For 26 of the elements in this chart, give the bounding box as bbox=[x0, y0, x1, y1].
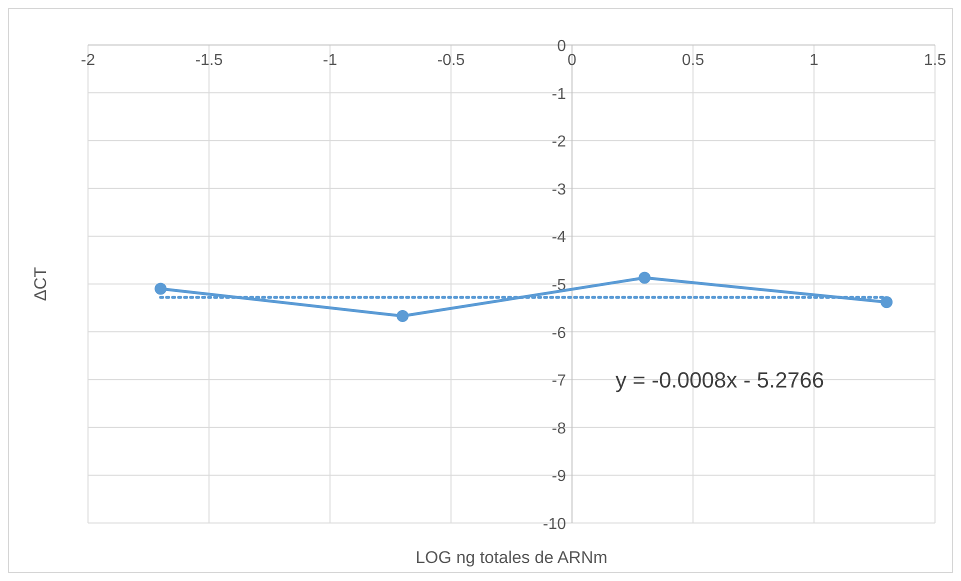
y-tick-label: -1 bbox=[552, 86, 566, 103]
x-tick-label: 0.5 bbox=[682, 52, 704, 69]
y-tick-label: -4 bbox=[552, 229, 566, 246]
x-tick-label: 1 bbox=[810, 52, 819, 69]
annotation: y = -0.0008x - 5.2766 bbox=[616, 368, 824, 393]
point bbox=[880, 296, 893, 308]
point bbox=[638, 272, 651, 284]
x-tick-label: -0.5 bbox=[437, 52, 465, 69]
y-tick-label: -8 bbox=[552, 420, 566, 438]
y-tick-label: -5 bbox=[552, 277, 566, 294]
y-tick-label: 0 bbox=[557, 38, 566, 55]
y-tick-label: -7 bbox=[552, 372, 566, 390]
y-tick-label: -3 bbox=[552, 181, 566, 198]
x-tick-label: 0 bbox=[568, 52, 577, 69]
y-tick-label: -9 bbox=[552, 468, 566, 486]
x-tick-label: 1.5 bbox=[924, 52, 946, 69]
x-tick-label: -2 bbox=[80, 52, 96, 69]
y-tick-label: -6 bbox=[552, 324, 566, 342]
x-tick-label: -1.5 bbox=[195, 52, 223, 69]
y-axis-title: ΔCT bbox=[31, 266, 50, 302]
point bbox=[154, 282, 167, 295]
y-tick-label: -2 bbox=[552, 134, 566, 151]
x-axis-title: LOG ng totales de ARNm bbox=[416, 548, 608, 567]
point bbox=[396, 310, 409, 322]
y-tick-label: -10 bbox=[542, 516, 566, 533]
x-tick-label: -1 bbox=[322, 52, 338, 69]
